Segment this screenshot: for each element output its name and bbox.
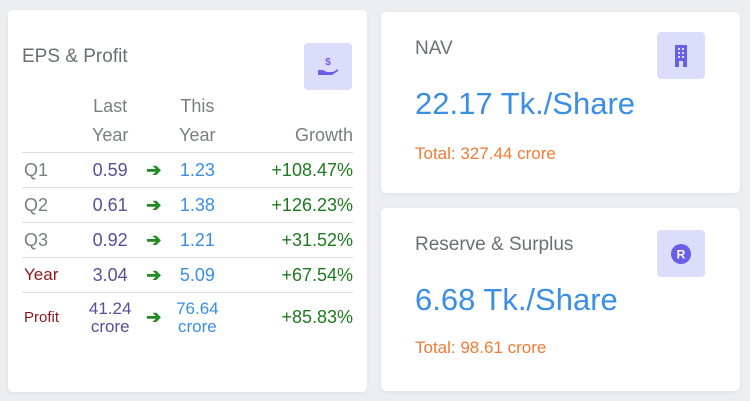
eps-table: Last Year This Year Growth Q1 0.59 ➔ 1.23 +108.4… xyxy=(22,92,353,343)
arrow-right-icon: ➔ xyxy=(142,152,166,188)
card-title: Reserve & Surplus xyxy=(415,234,574,255)
svg-text:R: R xyxy=(677,247,686,261)
table-row: Q3 0.92 ➔ 1.21 +31.52% xyxy=(22,222,353,258)
card-title: NAV xyxy=(415,38,453,59)
arrow-right-icon: ➔ xyxy=(142,222,166,258)
reserve-value: 6.68 Tk./Share xyxy=(415,282,618,317)
eps-profit-card: EPS & Profit $ Last Year This Year Growth Q1… xyxy=(8,10,367,392)
svg-text:$: $ xyxy=(325,57,331,68)
arrow-right-icon: ➔ xyxy=(142,292,166,343)
table-row: Q2 0.61 ➔ 1.38 +126.23% xyxy=(22,187,353,223)
arrow-right-icon: ➔ xyxy=(142,187,166,223)
table-row: Year 3.04 ➔ 5.09 +67.54% xyxy=(22,257,353,293)
col-header-this: This Year xyxy=(179,96,216,145)
reserve-total: Total: 98.61 crore xyxy=(415,338,547,357)
col-header-growth: Growth xyxy=(294,125,353,145)
building-icon xyxy=(657,32,705,79)
hand-dollar-icon: $ xyxy=(304,43,352,90)
nav-card: NAV 22.17 Tk./Share Total: 327.44 crore xyxy=(381,12,740,193)
card-title: EPS & Profit xyxy=(22,46,128,67)
arrow-right-icon: ➔ xyxy=(142,257,166,293)
reserve-surplus-card: Reserve & Surplus R 6.68 Tk./Share Total… xyxy=(381,208,740,391)
col-header-last: Last Year xyxy=(91,96,129,145)
registered-icon: R xyxy=(657,230,705,277)
nav-value: 22.17 Tk./Share xyxy=(415,86,636,121)
table-row: Q1 0.59 ➔ 1.23 +108.47% xyxy=(22,152,353,188)
nav-total: Total: 327.44 crore xyxy=(415,144,556,163)
table-row-profit: Profit 41.24 crore ➔ 76.64 crore +85.83% xyxy=(22,292,353,343)
